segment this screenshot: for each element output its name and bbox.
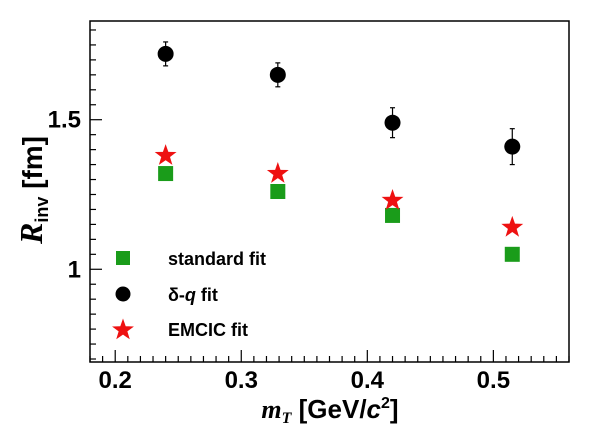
delta-q-fit-point <box>384 114 401 131</box>
legend: standard fit δ-q fit EMCIC fit <box>112 249 266 340</box>
data-points <box>154 41 524 262</box>
x-tick-label: 0.4 <box>351 367 385 394</box>
delta-q-fit-point <box>157 45 174 62</box>
legend-marker-emcic-fit <box>112 318 134 340</box>
plot-frame <box>89 20 570 363</box>
standard-fit-point <box>385 207 401 223</box>
y-tick-label: 1.5 <box>48 107 81 134</box>
y-axis-ticks: 11.5 <box>48 29 102 360</box>
x-tick-label: 0.2 <box>99 367 132 394</box>
x-tick-label: 0.3 <box>225 367 258 394</box>
x-axis-ticks: 0.2 0.3 0.4 0.5 <box>89 350 570 394</box>
y-tick-label: 1 <box>68 256 81 283</box>
legend-label-standard-fit: standard fit <box>168 249 266 269</box>
delta-q-fit-point <box>269 66 286 83</box>
emcic-fit-point <box>381 188 404 210</box>
standard-fit-point <box>270 184 286 199</box>
emcic-fit-point <box>266 162 289 183</box>
x-axis-label: mT [GeV/c2] <box>261 394 398 427</box>
x-tick-label: 0.5 <box>477 367 510 394</box>
emcic-fit-point <box>154 144 177 165</box>
legend-marker-delta-q-fit <box>115 286 131 302</box>
legend-label-emcic-fit: EMCIC fit <box>168 320 248 340</box>
delta-q-fit-point <box>504 138 521 155</box>
standard-fit-point <box>158 166 174 182</box>
standard-fit-point <box>504 246 520 262</box>
y-axis-label: Rinv [fm] <box>13 136 52 245</box>
legend-marker-standard-fit <box>116 251 130 265</box>
legend-label-delta-q-fit: δ-q fit <box>168 285 218 305</box>
emcic-fit-point <box>501 215 524 237</box>
